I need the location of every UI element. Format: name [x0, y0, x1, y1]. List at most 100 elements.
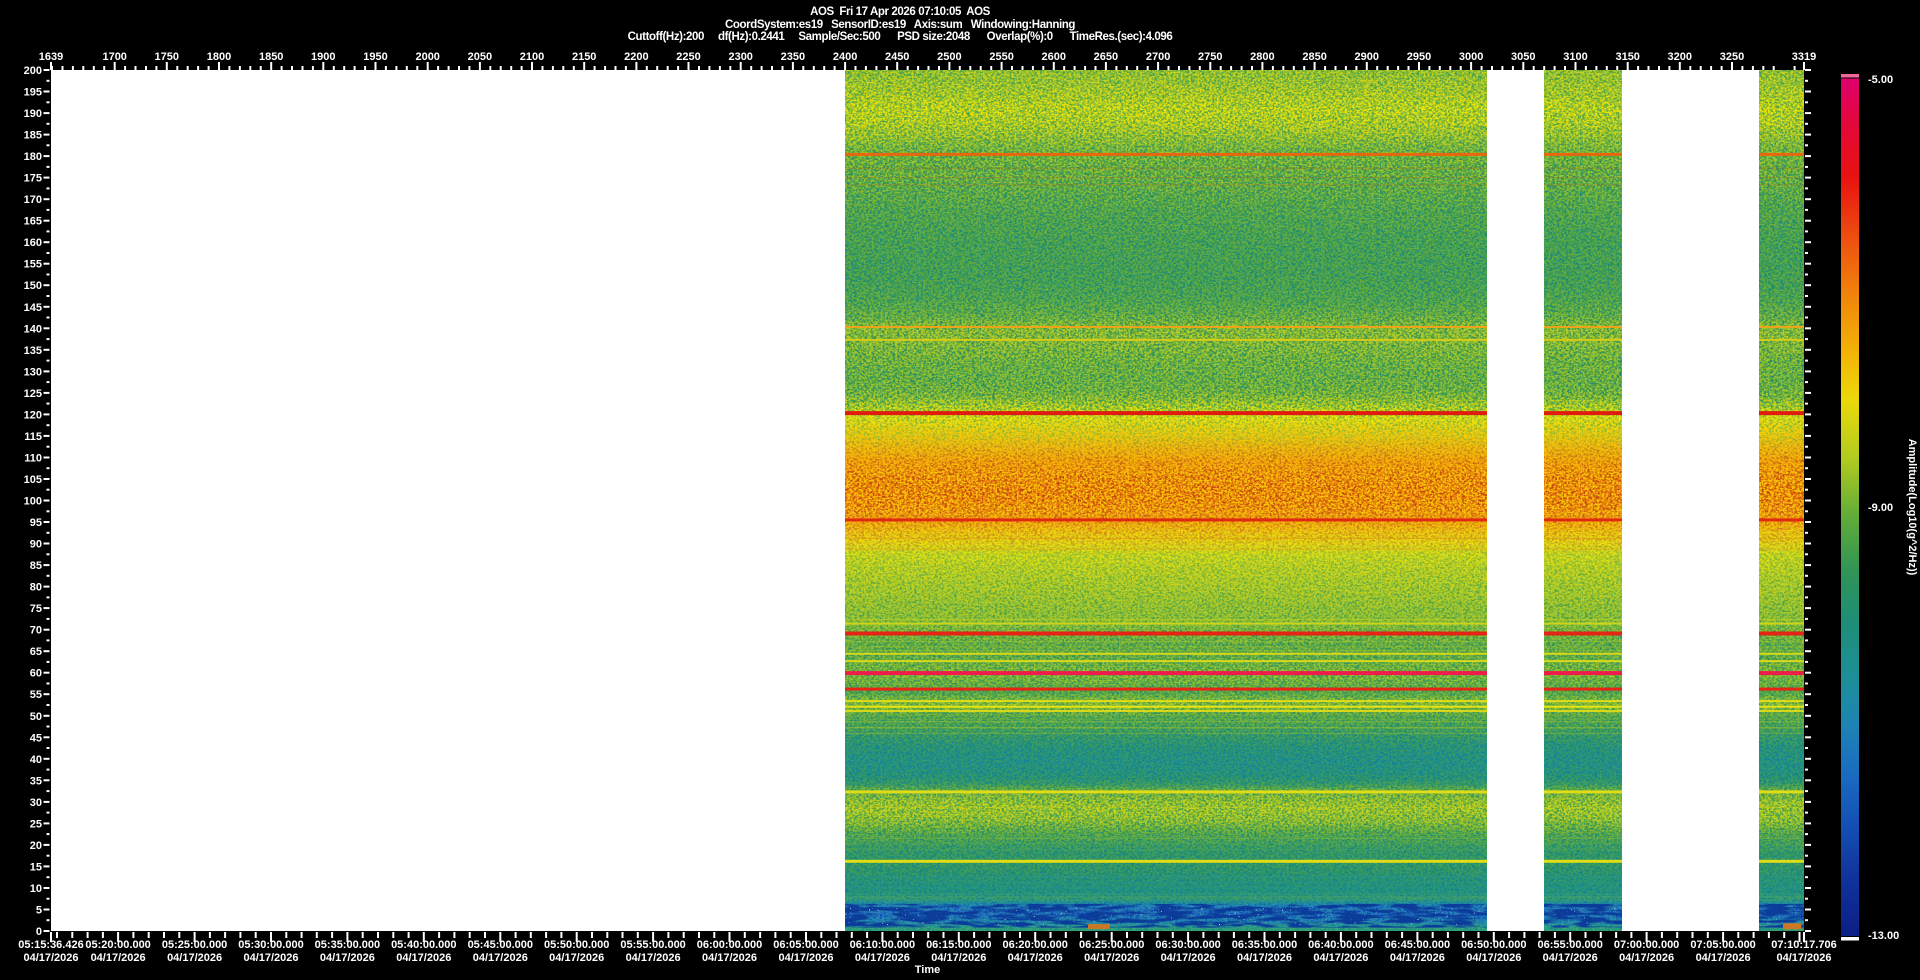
svg-text:04/17/2026: 04/17/2026: [1696, 952, 1751, 964]
svg-text:2600: 2600: [1042, 51, 1066, 63]
svg-text:04/17/2026: 04/17/2026: [1237, 952, 1292, 964]
svg-text:75: 75: [30, 603, 42, 615]
svg-text:05:25:00.000: 05:25:00.000: [162, 939, 227, 951]
svg-text:10: 10: [30, 883, 42, 895]
svg-text:Amplitude(Log10(g^2/Hz)): Amplitude(Log10(g^2/Hz)): [1906, 439, 1918, 576]
svg-text:04/17/2026: 04/17/2026: [626, 952, 681, 964]
svg-text:Time: Time: [915, 964, 940, 976]
svg-text:-5.00: -5.00: [1868, 74, 1893, 86]
svg-text:190: 190: [24, 108, 42, 120]
svg-text:2900: 2900: [1355, 51, 1379, 63]
svg-text:105: 105: [24, 474, 42, 486]
svg-text:04/17/2026: 04/17/2026: [931, 952, 986, 964]
svg-text:45: 45: [30, 732, 42, 744]
svg-text:1900: 1900: [311, 51, 335, 63]
svg-text:06:40:00.000: 06:40:00.000: [1308, 939, 1373, 951]
svg-text:04/17/2026: 04/17/2026: [473, 952, 528, 964]
svg-text:2200: 2200: [624, 51, 648, 63]
svg-text:04/17/2026: 04/17/2026: [1161, 952, 1216, 964]
svg-text:04/17/2026: 04/17/2026: [320, 952, 375, 964]
svg-text:130: 130: [24, 366, 42, 378]
svg-text:04/17/2026: 04/17/2026: [702, 952, 757, 964]
svg-text:06:00:00.000: 06:00:00.000: [697, 939, 762, 951]
svg-text:185: 185: [24, 130, 42, 142]
svg-text:04/17/2026: 04/17/2026: [23, 952, 78, 964]
svg-text:115: 115: [24, 431, 42, 443]
svg-text:195: 195: [24, 87, 42, 99]
svg-text:65: 65: [30, 646, 42, 658]
svg-text:05:20:00.000: 05:20:00.000: [85, 939, 150, 951]
svg-text:60: 60: [30, 668, 42, 680]
svg-text:06:45:00.000: 06:45:00.000: [1385, 939, 1450, 951]
svg-text:07:10:17.706: 07:10:17.706: [1771, 939, 1836, 951]
svg-text:06:20:00.000: 06:20:00.000: [1002, 939, 1067, 951]
svg-text:3150: 3150: [1615, 51, 1639, 63]
svg-text:06:25:00.000: 06:25:00.000: [1079, 939, 1144, 951]
svg-text:30: 30: [30, 797, 42, 809]
svg-text:2950: 2950: [1407, 51, 1431, 63]
svg-text:06:10:00.000: 06:10:00.000: [850, 939, 915, 951]
svg-text:155: 155: [24, 259, 42, 271]
svg-text:06:30:00.000: 06:30:00.000: [1155, 939, 1220, 951]
svg-text:135: 135: [24, 345, 42, 357]
svg-text:3050: 3050: [1511, 51, 1535, 63]
svg-text:05:50:00.000: 05:50:00.000: [544, 939, 609, 951]
svg-text:25: 25: [30, 818, 42, 830]
svg-text:05:35:00.000: 05:35:00.000: [315, 939, 380, 951]
svg-text:04/17/2026: 04/17/2026: [396, 952, 451, 964]
svg-text:2150: 2150: [572, 51, 596, 63]
svg-text:2750: 2750: [1198, 51, 1222, 63]
svg-text:2400: 2400: [833, 51, 857, 63]
svg-text:3250: 3250: [1720, 51, 1744, 63]
svg-text:2350: 2350: [781, 51, 805, 63]
svg-text:95: 95: [30, 517, 42, 529]
svg-text:06:35:00.000: 06:35:00.000: [1232, 939, 1297, 951]
svg-text:Cuttoff(Hz):200 df(Hz):0.2: Cuttoff(Hz):200 df(Hz):0.2441 Sample/Sec…: [628, 31, 1173, 43]
svg-text:05:15:36.426: 05:15:36.426: [18, 939, 83, 951]
svg-text:CoordSystem:es19 SensorID:es: CoordSystem:es19 SensorID:es19 Axis:sum …: [725, 19, 1075, 31]
svg-text:06:55:00.000: 06:55:00.000: [1537, 939, 1602, 951]
svg-text:04/17/2026: 04/17/2026: [1313, 952, 1368, 964]
svg-text:70: 70: [30, 625, 42, 637]
svg-text:2300: 2300: [728, 51, 752, 63]
svg-text:2650: 2650: [1094, 51, 1118, 63]
svg-text:04/17/2026: 04/17/2026: [778, 952, 833, 964]
svg-text:2500: 2500: [937, 51, 961, 63]
svg-text:5: 5: [36, 905, 42, 917]
svg-text:165: 165: [24, 216, 42, 228]
svg-text:2850: 2850: [1302, 51, 1326, 63]
svg-text:3100: 3100: [1563, 51, 1587, 63]
svg-text:80: 80: [30, 582, 42, 594]
svg-text:200: 200: [24, 65, 42, 77]
svg-text:1639: 1639: [39, 51, 63, 63]
svg-text:04/17/2026: 04/17/2026: [549, 952, 604, 964]
svg-text:06:15:00.000: 06:15:00.000: [926, 939, 991, 951]
svg-text:2050: 2050: [468, 51, 492, 63]
svg-text:120: 120: [24, 409, 42, 421]
svg-text:2800: 2800: [1250, 51, 1274, 63]
svg-text:90: 90: [30, 539, 42, 551]
svg-text:06:05:00.000: 06:05:00.000: [773, 939, 838, 951]
svg-text:3000: 3000: [1459, 51, 1483, 63]
svg-text:04/17/2026: 04/17/2026: [1466, 952, 1521, 964]
svg-text:2000: 2000: [415, 51, 439, 63]
svg-text:2700: 2700: [1146, 51, 1170, 63]
svg-text:85: 85: [30, 560, 42, 572]
svg-text:2100: 2100: [520, 51, 544, 63]
svg-text:1850: 1850: [259, 51, 283, 63]
svg-text:170: 170: [24, 194, 42, 206]
svg-text:50: 50: [30, 711, 42, 723]
svg-text:04/17/2026: 04/17/2026: [1619, 952, 1674, 964]
svg-text:05:45:00.000: 05:45:00.000: [468, 939, 533, 951]
svg-text:2250: 2250: [676, 51, 700, 63]
svg-text:04/17/2026: 04/17/2026: [243, 952, 298, 964]
svg-text:04/17/2026: 04/17/2026: [1008, 952, 1063, 964]
svg-text:2450: 2450: [885, 51, 909, 63]
svg-text:05:30:00.000: 05:30:00.000: [238, 939, 303, 951]
svg-text:175: 175: [24, 173, 42, 185]
svg-text:04/17/2026: 04/17/2026: [1776, 952, 1831, 964]
svg-text:1750: 1750: [155, 51, 179, 63]
svg-text:04/17/2026: 04/17/2026: [1084, 952, 1139, 964]
svg-text:-13.00: -13.00: [1868, 930, 1899, 942]
svg-text:150: 150: [24, 280, 42, 292]
